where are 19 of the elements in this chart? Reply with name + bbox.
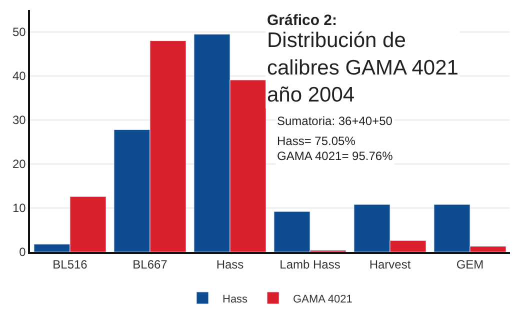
- x-tick-label: GEM: [456, 257, 484, 272]
- y-tick-label: 50: [12, 25, 26, 40]
- y-tick-label: 30: [12, 113, 26, 128]
- x-tick-label: Harvest: [369, 257, 412, 272]
- annotation: GAMA 4021= 95.76%: [277, 149, 394, 163]
- x-tick-label: Lamb Hass: [280, 257, 340, 272]
- y-tick-label: 40: [12, 69, 26, 84]
- legend-label: GAMA 4021: [293, 293, 352, 306]
- y-tick-label: 10: [12, 201, 26, 216]
- legend-label: Hass: [222, 293, 248, 306]
- annotation: Hass= 75.05%: [277, 134, 356, 148]
- x-tick-label: BL516: [52, 257, 88, 272]
- annotation: Sumatoria: 36+40+50: [277, 114, 393, 128]
- y-tick-label: 0: [19, 245, 26, 260]
- x-tick-label: Hass: [216, 257, 244, 272]
- text: Distribución de calibres GAMA 4021 año 2004: [267, 29, 458, 107]
- x-tick-label: BL667: [132, 257, 168, 272]
- y-tick-label: 20: [12, 157, 26, 172]
- chart-title: Gráfico 2:: [267, 12, 338, 29]
